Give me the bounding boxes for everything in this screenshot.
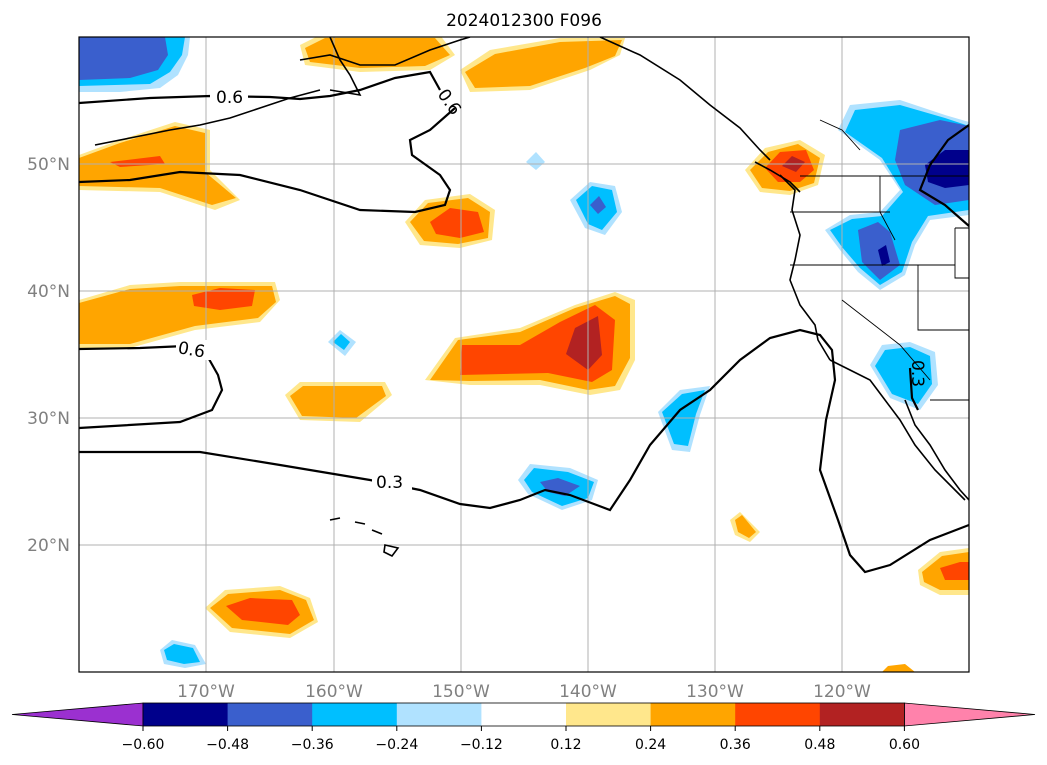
border-bc-ak <box>819 119 861 151</box>
pos-anomaly-160w <box>290 386 386 418</box>
lon-label-160w: 160°W <box>305 682 363 702</box>
pos-anomaly-127w-22n-core <box>735 515 756 538</box>
colorbar-tick-label: −0.60 <box>122 737 165 753</box>
lat-label-20n: 20°N <box>27 536 70 556</box>
colorbar-segment <box>143 703 229 726</box>
lat-label-40n: 40°N <box>27 282 70 302</box>
colorbar-segment <box>735 703 821 726</box>
pos-anomaly-s165w-core <box>226 598 300 625</box>
coast-california <box>829 359 966 501</box>
neg-anomaly-interior-core2 <box>878 245 890 266</box>
colorbar-extend-low <box>11 702 144 727</box>
longitude-labels: 170°W 160°W 150°W 140°W 130°W 120°W <box>177 682 871 702</box>
neg-anomaly-nw-core <box>79 37 168 80</box>
lon-label-140w: 140°W <box>559 682 617 702</box>
pos-anomaly-w50 <box>79 126 236 205</box>
border-montana <box>954 227 969 279</box>
colorbar-tick-label: 0.36 <box>720 737 751 753</box>
lat-label-30n: 30°N <box>27 409 70 429</box>
contour-0.6-west <box>79 344 224 430</box>
lon-label-120w: 120°W <box>813 682 871 702</box>
coast-baja <box>904 399 969 501</box>
lon-label-170w: 170°W <box>177 682 235 702</box>
colorbar-tick-label: 0.48 <box>804 737 835 753</box>
lon-label-130w: 130°W <box>686 682 744 702</box>
border-nevada <box>917 265 969 331</box>
figure-title: 2024012300 F096 <box>446 11 602 31</box>
pos-anomaly-goa-core <box>465 40 622 88</box>
contour-label-bg-4 <box>372 472 412 492</box>
gridlines <box>79 37 969 672</box>
pos-anomaly-se-core <box>940 562 969 580</box>
contour-0.3-south <box>79 328 969 574</box>
neg-anomaly-145w-50n <box>526 152 545 170</box>
colorbar-segment <box>650 703 736 726</box>
coast-bc <box>779 174 831 361</box>
coastlines <box>94 37 969 558</box>
contour-0.6-central <box>79 107 456 214</box>
contour-0.6-north <box>79 70 441 105</box>
neg-anomaly-interior-core <box>925 150 969 188</box>
border-ca-nv <box>841 299 931 381</box>
latitude-labels: 50°N 40°N 30°N 20°N <box>27 155 70 556</box>
colorbar-tick-label: −0.48 <box>206 737 249 753</box>
coast-se-alaska <box>599 37 771 161</box>
colorbar-segment <box>396 703 482 726</box>
map-panel: 0.6 0.6 0.6 0.3 0.3 <box>78 36 970 673</box>
colorbar-tick-label: −0.12 <box>460 737 503 753</box>
colorbar-segment <box>481 703 567 726</box>
colorbar-tick-label: 0.12 <box>550 737 581 753</box>
neg-anomaly-sw <box>164 644 200 664</box>
colorbar-segment <box>312 703 398 726</box>
colorbar-segment <box>566 703 652 726</box>
colorbar-tick-label: 0.24 <box>635 737 666 753</box>
border-idaho <box>879 176 896 241</box>
shaded-anomalies <box>79 37 969 672</box>
coast-vancouver-island <box>754 161 801 193</box>
coast-alaska-peninsula <box>329 37 362 97</box>
contour-label-bg-3 <box>176 340 212 360</box>
colorbar-extend-high <box>904 702 1036 727</box>
colorbar-tick-label: −0.36 <box>291 737 334 753</box>
colorbar-tick-label: −0.24 <box>375 737 418 753</box>
colorbar-segment <box>227 703 313 726</box>
contour-label-0.3-b: 0.3 <box>907 360 927 387</box>
contour-label-0.6-a: 0.6 <box>216 88 243 108</box>
contour-east <box>918 124 969 227</box>
contour-label-0.6-c: 0.6 <box>176 338 206 362</box>
colorbar-segment <box>819 703 905 726</box>
neg-anomaly-160w-35n-core <box>333 334 350 350</box>
colorbar-frame <box>142 702 905 727</box>
colorbar: −0.60 −0.48 −0.36 −0.24 −0.12 0.12 0.24 0.36 0.4… <box>11 702 1036 753</box>
coast-alaska <box>299 37 471 66</box>
coast-hawaii <box>329 517 400 558</box>
pos-anomaly-central-core <box>566 316 602 370</box>
pos-anomaly-150w-core <box>430 208 484 238</box>
neg-anomaly-socal <box>875 347 932 404</box>
pos-anomaly-central-mid <box>460 305 615 382</box>
lon-label-150w: 150°W <box>432 682 490 702</box>
lat-label-50n: 50°N <box>27 155 70 175</box>
contour-0.3-se <box>908 367 919 411</box>
pos-anomaly-bottom <box>882 664 915 672</box>
pos-anomaly-aleutian-core <box>305 38 450 68</box>
contour-lines <box>79 70 969 574</box>
neg-anomaly-140w-47n-core <box>590 196 606 214</box>
contour-label-0.3-a: 0.3 <box>376 473 403 493</box>
contour-label-bg-1 <box>210 88 248 106</box>
borders <box>790 119 969 401</box>
map-frame <box>78 36 970 673</box>
pos-anomaly-w40-core <box>192 288 255 310</box>
colorbar-tick-label: 0.60 <box>889 737 920 753</box>
coast-aleutians <box>94 89 321 146</box>
